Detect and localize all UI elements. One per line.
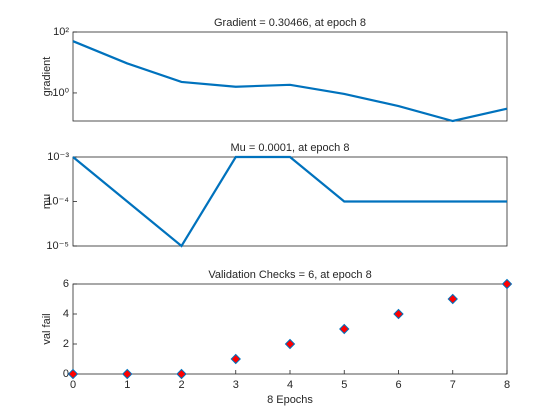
subplot-title: Validation Checks = 6, at epoch 8 [208, 269, 371, 281]
data-line [72, 40, 508, 123]
data-marker [393, 308, 404, 320]
data-marker [176, 368, 187, 380]
y-tick-label: 10⁻⁵ [46, 240, 69, 252]
data-marker [122, 368, 133, 380]
y-tick-label: 4 [63, 308, 69, 320]
x-tick-label: 1 [124, 379, 130, 391]
y-tick-label: 10⁻⁴ [46, 195, 69, 207]
x-tick-label: 6 [395, 379, 401, 391]
x-axis-label: 8 Epochs [267, 394, 313, 406]
x-tick-label: 3 [233, 379, 239, 391]
data-line [72, 155, 507, 248]
y-axis-label: val fail [41, 313, 53, 344]
axes-box [72, 283, 508, 375]
y-tick-label: 6 [63, 278, 69, 290]
subplot-title: Gradient = 0.30466, at epoch 8 [214, 17, 366, 29]
data-marker [447, 293, 458, 305]
x-tick-label: 8 [504, 379, 510, 391]
data-marker [339, 323, 350, 335]
data-marker [284, 338, 296, 350]
x-tick-label: 2 [178, 379, 184, 391]
y-tick-label: 10⁻³ [47, 151, 69, 163]
x-tick-label: 0 [70, 379, 76, 391]
subplot-title: Mu = 0.0001, at epoch 8 [231, 142, 350, 154]
y-tick-label: 2 [63, 338, 69, 350]
y-axis-label: mu [41, 194, 53, 209]
x-tick-label: 4 [287, 379, 293, 391]
x-tick-label: 5 [341, 379, 347, 391]
axes-box [72, 31, 508, 122]
x-tick-label: 7 [450, 379, 456, 391]
y-tick-label: 10² [53, 26, 69, 38]
data-marker [230, 353, 241, 365]
y-axis-label: gradient [41, 57, 53, 97]
data-marker [501, 278, 513, 290]
y-tick-label: 0 [63, 368, 69, 380]
y-tick-label: 10⁰ [52, 87, 69, 99]
data-marker [67, 368, 79, 380]
